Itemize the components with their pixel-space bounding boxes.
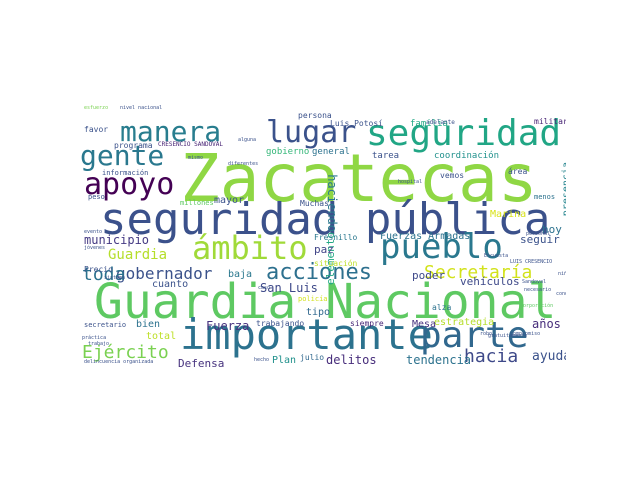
word-paz: paz: [314, 243, 334, 256]
word-hacia: hacia: [464, 346, 519, 367]
word-peso: peso: [88, 193, 105, 201]
word-adelante: adelante: [426, 119, 455, 126]
word-sandoval: Sandoval: [522, 279, 547, 285]
word-millones: millones: [180, 199, 214, 207]
word-san-luis: San Luis: [260, 281, 318, 295]
word-hospital: hospital: [398, 179, 423, 185]
word-gobernador: gobernador: [116, 264, 213, 283]
word-marina: Marina: [490, 209, 527, 220]
word-cloud: Zacatecas seguridad pública Guardia Naci…: [80, 104, 566, 372]
word-estrategia: estrategia: [434, 317, 495, 328]
word-jovenes: jóvenes: [84, 245, 106, 251]
word-parte: parte: [420, 315, 529, 356]
word-ambito: ámbito: [192, 229, 308, 267]
word-informacion: información: [102, 169, 149, 177]
word-fuerza: Fuerza: [206, 319, 250, 333]
word-nina: niña: [558, 271, 566, 277]
word-vemos: vemos: [440, 171, 465, 180]
word-plan: Plan: [272, 355, 297, 366]
word-seguir: seguir: [520, 233, 560, 246]
word-bien: bien: [136, 319, 161, 330]
word-sistema: sistema: [104, 275, 126, 281]
word-militar: militar: [534, 117, 566, 126]
word-tarea: tarea: [372, 151, 400, 161]
word-fresnillo: Fresnillo: [314, 233, 358, 242]
word-alza: alza: [432, 303, 452, 312]
word-hoy: hoy: [542, 223, 562, 236]
word-gratuitamente: gratuitamente: [488, 333, 528, 339]
word-baja: baja: [228, 269, 253, 280]
word-manera: manera: [120, 115, 222, 148]
word-pueblo: pueblo: [380, 227, 503, 267]
word-gobierno: gobierno: [266, 147, 310, 157]
word-mismo: mismo: [188, 155, 204, 161]
word-guardia: Guardia: [108, 247, 168, 263]
word-zacatecas: Zacatecas: [180, 140, 538, 217]
word-mayor: mayor: [214, 195, 245, 206]
word-situacion: situación: [314, 259, 358, 268]
word-luis-cresencio: LUIS CRESENCIO: [510, 259, 553, 265]
word-evento: evento: [84, 229, 103, 235]
word-toda: toda: [82, 264, 126, 285]
word-acciones: acciones: [266, 260, 372, 285]
word-caso: caso: [258, 285, 271, 291]
word-secretario: secretario: [84, 321, 127, 329]
word-trabajando: trabajando: [256, 319, 305, 328]
word-encuesta: Encuesta: [484, 253, 509, 259]
word-robo: robo: [480, 331, 493, 337]
word-secretaria: Secretaría: [424, 262, 533, 283]
word-ejercito: Ejército: [82, 342, 169, 363]
word-trabajo: trabajo: [88, 341, 110, 347]
word-diferentes: diferentes: [228, 161, 259, 167]
word-defensa: Defensa: [178, 357, 225, 370]
word-precio: Precio: [84, 265, 113, 274]
word-persona: persona: [298, 111, 332, 120]
word-luis-potosi: Luis Potosí: [330, 119, 383, 128]
word-coordinacion: coordinación: [434, 151, 500, 161]
word-alguna: alguna: [238, 137, 257, 143]
word-apoyo: apoyo: [84, 167, 175, 202]
word-importante: importante: [180, 310, 433, 359]
word-general: general: [312, 147, 350, 157]
word-nivel-nacional: nivel nacional: [120, 105, 163, 111]
word-total: total: [146, 331, 177, 342]
word-tendencia: tendencia: [406, 353, 472, 367]
word-delincuencia-organizada: delincuencia organizada: [84, 359, 154, 365]
word-tipo: tipo: [306, 307, 331, 318]
word-cresencio-sandoval: CRESENCIO SANDOVAL: [158, 141, 224, 148]
word-seguridad-publica: seguridad pública: [100, 194, 551, 245]
word-menos: menos: [534, 193, 556, 201]
word-favor: favor: [84, 125, 109, 134]
word-julio: julio: [300, 353, 325, 362]
word-practica: práctica: [82, 335, 107, 341]
word-programa: programa: [114, 141, 153, 150]
word-mesa: Mesa: [412, 319, 437, 330]
word-fuerzas-armadas: Fuerzas Armadas: [380, 231, 471, 242]
word-corporacion: corporación: [520, 303, 554, 309]
word-municipio: municipio: [84, 233, 150, 247]
word-conduccion: conducción: [556, 291, 566, 297]
word-personal: personal: [526, 231, 551, 237]
word-necesario: necesario: [524, 287, 552, 293]
word-lugar: lugar: [266, 115, 357, 150]
word-poder: poder: [412, 269, 446, 282]
word-delitos: delitos: [326, 353, 377, 367]
word-siempre: siempre: [350, 319, 384, 328]
word-anos: años: [532, 317, 561, 331]
word-area: área: [508, 167, 528, 176]
word-esfuerzo: esfuerzo: [84, 105, 109, 111]
word-gente: gente: [80, 139, 165, 172]
word-muchas: Muchas: [300, 199, 329, 208]
word-presencia: presencia: [561, 162, 566, 217]
word-vehiculos: vehículos: [460, 275, 520, 288]
word-compromiso: compromiso: [510, 331, 541, 337]
word-guardia-nacional: Guardia Nacional: [94, 274, 557, 330]
word-familia: familia: [410, 119, 448, 129]
word-policia: policía: [298, 295, 328, 303]
word-seguridad: seguridad: [366, 113, 562, 154]
word-hecho: hecho: [254, 357, 270, 363]
word-cuanto: cuanto: [152, 279, 189, 290]
